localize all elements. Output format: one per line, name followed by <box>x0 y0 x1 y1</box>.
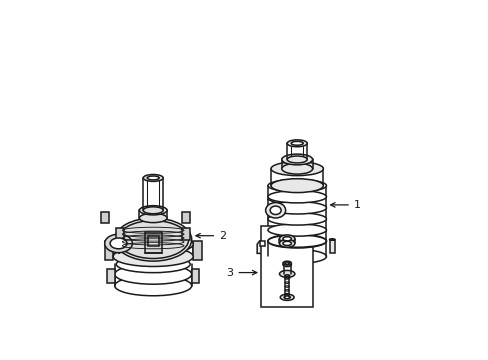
Bar <box>144 232 162 253</box>
Ellipse shape <box>267 190 326 203</box>
Ellipse shape <box>115 276 191 296</box>
Ellipse shape <box>279 270 294 277</box>
Ellipse shape <box>267 235 326 247</box>
Ellipse shape <box>110 238 127 249</box>
Ellipse shape <box>267 202 326 214</box>
Ellipse shape <box>283 261 291 265</box>
Ellipse shape <box>116 256 190 273</box>
Ellipse shape <box>329 239 334 240</box>
Ellipse shape <box>284 296 290 299</box>
Ellipse shape <box>267 234 326 248</box>
Ellipse shape <box>147 176 159 180</box>
Ellipse shape <box>115 218 191 261</box>
Ellipse shape <box>285 262 289 264</box>
Bar <box>147 237 158 246</box>
Ellipse shape <box>286 156 306 163</box>
Ellipse shape <box>290 141 303 145</box>
Text: 1: 1 <box>353 200 360 210</box>
Ellipse shape <box>270 162 323 176</box>
Bar <box>260 241 264 246</box>
Ellipse shape <box>281 154 312 165</box>
Ellipse shape <box>283 237 291 241</box>
Ellipse shape <box>283 263 291 266</box>
Ellipse shape <box>279 239 294 247</box>
Ellipse shape <box>284 277 289 279</box>
Ellipse shape <box>286 140 306 147</box>
Polygon shape <box>257 241 267 253</box>
Ellipse shape <box>284 275 289 277</box>
Ellipse shape <box>139 206 167 215</box>
Bar <box>261 226 313 307</box>
Ellipse shape <box>283 241 291 246</box>
Bar <box>182 212 190 222</box>
Ellipse shape <box>139 213 167 222</box>
Ellipse shape <box>280 294 293 300</box>
Ellipse shape <box>143 175 163 181</box>
Bar <box>182 228 190 239</box>
Ellipse shape <box>265 203 285 218</box>
Ellipse shape <box>104 234 132 253</box>
Ellipse shape <box>113 247 193 266</box>
Ellipse shape <box>269 206 281 215</box>
Text: 2: 2 <box>218 231 225 241</box>
Bar <box>104 241 113 260</box>
Ellipse shape <box>270 179 323 193</box>
Ellipse shape <box>267 249 326 264</box>
Ellipse shape <box>267 213 326 225</box>
Ellipse shape <box>267 224 326 236</box>
Bar <box>191 269 199 283</box>
Text: 3: 3 <box>226 267 233 278</box>
Ellipse shape <box>113 234 193 254</box>
Ellipse shape <box>143 207 163 214</box>
Ellipse shape <box>279 235 294 243</box>
Bar <box>107 269 115 283</box>
Bar <box>116 228 123 239</box>
Ellipse shape <box>118 221 188 258</box>
Bar <box>101 212 108 222</box>
Bar <box>193 241 202 260</box>
Ellipse shape <box>267 180 326 192</box>
Ellipse shape <box>115 264 191 284</box>
Ellipse shape <box>281 163 312 174</box>
Bar <box>329 239 334 253</box>
